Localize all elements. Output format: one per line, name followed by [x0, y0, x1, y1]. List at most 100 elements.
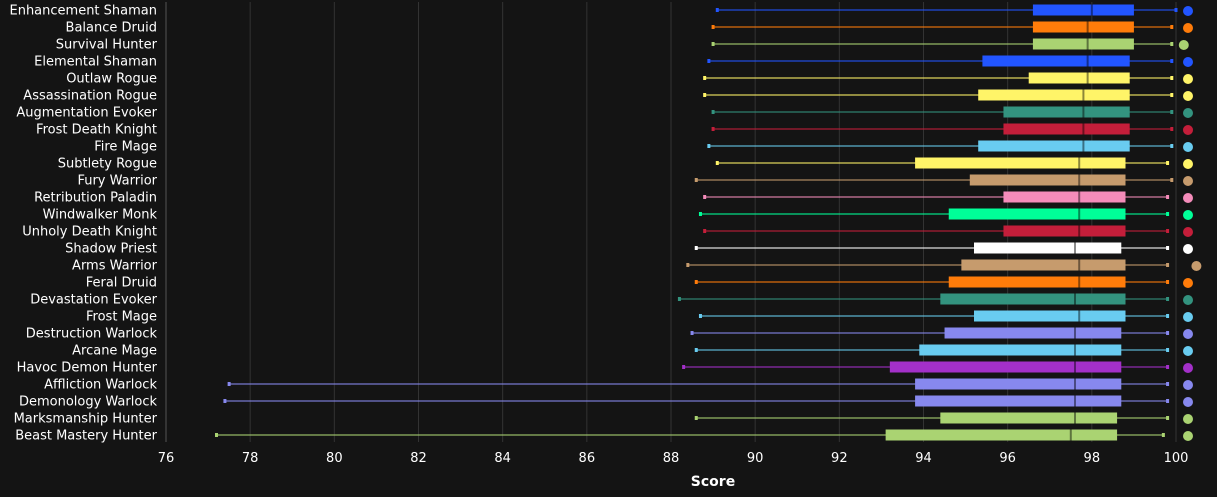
iqr-box: [1003, 106, 1130, 118]
series-label: Havoc Demon Hunter: [17, 361, 158, 376]
x-tick-label: 80: [326, 451, 343, 466]
box-row: Devastation Evoker: [30, 293, 1193, 308]
box-row: Havoc Demon Hunter: [17, 361, 1193, 376]
box-row: Balance Druid: [66, 21, 1193, 36]
mean-dot: [1183, 6, 1193, 16]
whisker-cap-min: [707, 144, 711, 148]
iqr-box: [1028, 72, 1130, 84]
series-label: Survival Hunter: [56, 38, 158, 53]
series-label: Beast Mastery Hunter: [15, 429, 157, 444]
iqr-box: [978, 89, 1130, 101]
series-label: Devastation Evoker: [30, 293, 157, 308]
series-label: Assassination Rogue: [23, 89, 157, 104]
box-row: Affliction Warlock: [44, 378, 1193, 393]
mean-dot: [1178, 40, 1189, 50]
series-label: Arcane Mage: [72, 344, 157, 359]
whisker-cap-max: [1166, 416, 1170, 420]
whisker-cap-min: [703, 93, 707, 97]
mean-dot: [1183, 346, 1193, 356]
iqr-box: [948, 208, 1126, 220]
whisker-cap-max: [1170, 59, 1174, 63]
whisker-cap-max: [1166, 314, 1170, 318]
series-label: Feral Druid: [86, 276, 157, 291]
whisker-cap-min: [711, 110, 715, 114]
box-row: Demonology Warlock: [19, 395, 1193, 410]
series-label: Fire Mage: [94, 140, 157, 155]
series-label: Subtlety Rogue: [58, 157, 157, 172]
series-label: Marksmanship Hunter: [14, 412, 158, 427]
whisker-cap-max: [1166, 280, 1170, 284]
whisker-cap-min: [215, 433, 218, 437]
iqr-box: [944, 327, 1122, 339]
box-row: Enhancement Shaman: [9, 4, 1193, 19]
mean-dot: [1183, 142, 1193, 152]
whisker-cap-max: [1166, 331, 1170, 335]
mean-dot: [1183, 244, 1193, 254]
whisker-cap-min: [711, 127, 715, 131]
whisker-cap-min: [694, 178, 698, 182]
x-tick-label: 82: [410, 451, 427, 466]
iqr-box: [915, 378, 1122, 390]
iqr-box: [940, 412, 1118, 424]
box-row: Marksmanship Hunter: [14, 412, 1193, 427]
x-tick-label: 92: [831, 451, 848, 466]
whisker-cap-min: [690, 331, 694, 335]
whisker-cap-min: [715, 161, 719, 165]
whisker-cap-min: [707, 59, 711, 63]
whisker-cap-min: [682, 365, 686, 369]
mean-dot: [1183, 74, 1193, 84]
whisker-cap-min: [703, 229, 707, 233]
box-row: Fury Warrior: [77, 174, 1193, 189]
whisker-cap-max: [1166, 161, 1170, 165]
box-row: Assassination Rogue: [23, 89, 1193, 104]
whisker-cap-max: [1166, 365, 1170, 369]
whisker-cap-min: [694, 246, 698, 250]
iqr-box: [1032, 21, 1134, 33]
mean-dot: [1183, 380, 1193, 390]
x-tick-label: 86: [579, 451, 596, 466]
box-row: Windwalker Monk: [43, 208, 1193, 223]
iqr-box: [1003, 123, 1130, 135]
iqr-box: [889, 361, 1122, 373]
chart-rows: Enhancement Shaman Balance Druid Survival …: [9, 4, 1202, 444]
whisker-cap-max: [1166, 399, 1170, 403]
whisker-cap-min: [694, 280, 698, 284]
series-label: Fury Warrior: [77, 174, 157, 189]
iqr-box: [961, 259, 1126, 271]
x-tick-label: 90: [747, 451, 764, 466]
series-label: Retribution Paladin: [34, 191, 157, 206]
x-tick-label: 98: [1084, 451, 1101, 466]
x-tick-label: 78: [242, 451, 259, 466]
whisker-cap-min: [703, 195, 707, 199]
mean-dot: [1183, 91, 1193, 101]
iqr-box: [1032, 38, 1134, 50]
whisker-cap-min: [686, 263, 690, 267]
box-row: Beast Mastery Hunter: [15, 429, 1193, 444]
box-row: Elemental Shaman: [34, 55, 1193, 70]
box-row: Arms Warrior: [72, 259, 1202, 274]
whisker-cap-max: [1166, 195, 1170, 199]
series-label: Demonology Warlock: [19, 395, 158, 410]
series-label: Balance Druid: [66, 21, 157, 36]
iqr-box: [915, 395, 1122, 407]
x-tick-label: 88: [663, 451, 680, 466]
mean-dot: [1183, 397, 1193, 407]
box-row: Destruction Warlock: [26, 327, 1193, 342]
whisker-cap-min: [694, 416, 698, 420]
mean-dot: [1183, 329, 1193, 339]
series-label: Outlaw Rogue: [66, 72, 157, 87]
whisker-cap-max: [1166, 246, 1170, 250]
whisker-cap-min: [694, 348, 698, 352]
box-row: Frost Death Knight: [36, 123, 1193, 138]
box-row: Shadow Priest: [65, 242, 1193, 257]
iqr-box: [940, 293, 1126, 305]
x-tick-label: 94: [915, 451, 932, 466]
whisker-cap-max: [1170, 76, 1174, 80]
whisker-cap-min: [698, 212, 702, 216]
whisker-cap-max: [1166, 297, 1170, 301]
whisker-cap-min: [711, 42, 715, 46]
x-axis-title: Score: [691, 474, 735, 490]
box-row: Retribution Paladin: [34, 191, 1193, 206]
mean-dot: [1183, 312, 1193, 322]
mean-dot: [1183, 176, 1193, 186]
